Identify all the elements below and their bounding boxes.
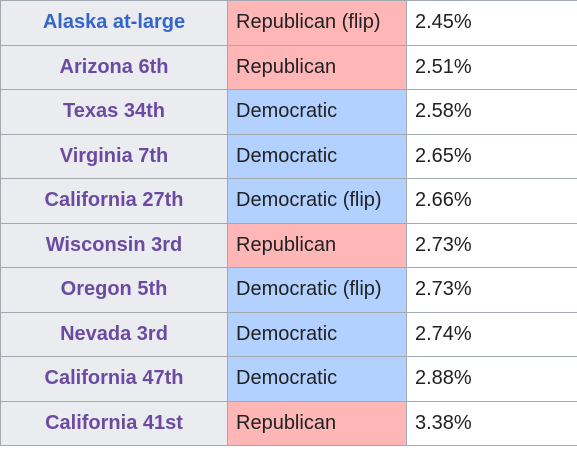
party-cell: Democratic (flip) bbox=[227, 267, 407, 313]
district-cell: Virginia 7th bbox=[0, 133, 228, 179]
party-cell: Democratic bbox=[227, 89, 407, 135]
margin-cell: 2.74% bbox=[406, 311, 577, 357]
district-link[interactable]: Texas 34th bbox=[63, 100, 165, 123]
margin-cell: 2.51% bbox=[406, 44, 577, 90]
district-cell: Nevada 3rd bbox=[0, 311, 228, 357]
district-cell: Wisconsin 3rd bbox=[0, 222, 228, 268]
table-row: California 27th Democratic (flip) 2.66% bbox=[0, 178, 577, 224]
margin-cell: 2.88% bbox=[406, 356, 577, 402]
table-row: California 47th Democratic 2.88% bbox=[0, 356, 577, 402]
district-cell: California 41st bbox=[0, 400, 228, 446]
table-row: Nevada 3rd Democratic 2.74% bbox=[0, 311, 577, 357]
results-table: Alaska at-large Republican (flip) 2.45% Ari… bbox=[0, 0, 577, 446]
margin-cell: 2.58% bbox=[406, 89, 577, 135]
table-row: Texas 34th Democratic 2.58% bbox=[0, 89, 577, 135]
margin-cell: 2.66% bbox=[406, 178, 577, 224]
party-cell: Democratic (flip) bbox=[227, 178, 407, 224]
district-link[interactable]: Arizona 6th bbox=[59, 55, 169, 78]
district-link[interactable]: California 27th bbox=[44, 189, 184, 212]
party-cell: Republican (flip) bbox=[227, 0, 407, 46]
party-cell: Republican bbox=[227, 400, 407, 446]
district-cell: Oregon 5th bbox=[0, 267, 228, 313]
table-row: Oregon 5th Democratic (flip) 2.73% bbox=[0, 267, 577, 313]
margin-cell: 2.73% bbox=[406, 267, 577, 313]
district-link[interactable]: California 41st bbox=[45, 411, 183, 434]
table-row: Arizona 6th Republican 2.51% bbox=[0, 44, 577, 90]
party-cell: Democratic bbox=[227, 356, 407, 402]
district-cell: California 47th bbox=[0, 356, 228, 402]
margin-cell: 2.65% bbox=[406, 133, 577, 179]
district-cell: Arizona 6th bbox=[0, 44, 228, 90]
table-row: Virginia 7th Democratic 2.65% bbox=[0, 133, 577, 179]
district-cell: California 27th bbox=[0, 178, 228, 224]
table-row: Wisconsin 3rd Republican 2.73% bbox=[0, 222, 577, 268]
party-cell: Democratic bbox=[227, 133, 407, 179]
table-row: Alaska at-large Republican (flip) 2.45% bbox=[0, 0, 577, 46]
district-link[interactable]: Wisconsin 3rd bbox=[45, 233, 183, 256]
table-row: California 41st Republican 3.38% bbox=[0, 400, 577, 446]
district-link[interactable]: Alaska at-large bbox=[42, 11, 186, 34]
district-cell: Alaska at-large bbox=[0, 0, 228, 46]
district-cell: Texas 34th bbox=[0, 89, 228, 135]
district-link[interactable]: Virginia 7th bbox=[59, 144, 169, 167]
party-cell: Republican bbox=[227, 44, 407, 90]
party-cell: Republican bbox=[227, 222, 407, 268]
district-link[interactable]: California 47th bbox=[44, 367, 184, 390]
district-link[interactable]: Nevada 3rd bbox=[60, 322, 168, 345]
margin-cell: 2.45% bbox=[406, 0, 577, 46]
margin-cell: 3.38% bbox=[406, 400, 577, 446]
party-cell: Democratic bbox=[227, 311, 407, 357]
district-link[interactable]: Oregon 5th bbox=[60, 278, 168, 301]
margin-cell: 2.73% bbox=[406, 222, 577, 268]
